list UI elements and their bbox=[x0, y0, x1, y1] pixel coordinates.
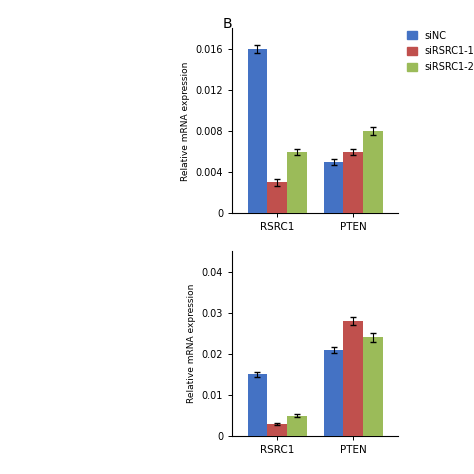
Bar bbox=[363, 131, 383, 213]
Bar bbox=[287, 416, 307, 436]
Bar bbox=[287, 152, 307, 213]
Bar bbox=[363, 337, 383, 436]
Bar bbox=[344, 321, 363, 436]
Bar bbox=[247, 49, 267, 213]
Bar bbox=[324, 162, 344, 213]
Y-axis label: Relative mRNA expression: Relative mRNA expression bbox=[187, 284, 196, 403]
Bar bbox=[344, 152, 363, 213]
Bar bbox=[247, 374, 267, 436]
Legend: siNC, siRSRC1-1, siRSRC1-2: siNC, siRSRC1-1, siRSRC1-2 bbox=[406, 29, 474, 73]
Text: B: B bbox=[223, 17, 232, 31]
Bar bbox=[267, 424, 287, 436]
Y-axis label: Relative mRNA expression: Relative mRNA expression bbox=[181, 61, 190, 181]
Bar bbox=[324, 350, 344, 436]
Bar bbox=[267, 182, 287, 213]
